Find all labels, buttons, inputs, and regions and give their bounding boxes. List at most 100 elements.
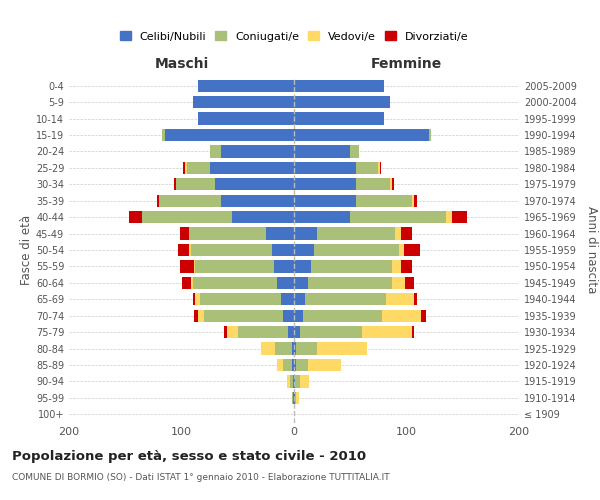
Bar xyxy=(429,129,431,141)
Bar xyxy=(209,146,221,158)
Bar xyxy=(398,244,404,256)
Bar xyxy=(361,326,412,338)
Bar xyxy=(199,112,294,124)
Bar xyxy=(283,359,292,371)
Bar xyxy=(294,376,295,388)
Bar xyxy=(194,310,199,322)
Bar xyxy=(190,244,191,256)
Bar xyxy=(294,178,356,190)
Bar xyxy=(289,326,294,338)
Bar xyxy=(406,276,415,289)
Bar xyxy=(187,162,209,174)
Bar xyxy=(415,293,416,306)
Bar xyxy=(275,342,292,354)
Bar xyxy=(356,178,389,190)
Bar xyxy=(412,194,415,207)
Text: COMUNE DI BORMIO (SO) - Dati ISTAT 1° gennaio 2010 - Elaborazione TUTTITALIA.IT: COMUNE DI BORMIO (SO) - Dati ISTAT 1° ge… xyxy=(12,472,389,482)
Y-axis label: Anni di nascita: Anni di nascita xyxy=(585,206,598,294)
Bar xyxy=(294,211,350,224)
Bar xyxy=(317,228,395,239)
Bar xyxy=(266,228,294,239)
Bar xyxy=(191,244,271,256)
Bar xyxy=(221,146,294,158)
Bar xyxy=(163,129,164,141)
Bar xyxy=(295,392,296,404)
Bar xyxy=(294,392,295,404)
Bar xyxy=(412,326,415,338)
Bar xyxy=(299,376,308,388)
Bar xyxy=(294,310,303,322)
Bar xyxy=(199,293,281,306)
Bar xyxy=(209,162,294,174)
Bar xyxy=(290,376,293,388)
Bar xyxy=(389,178,392,190)
Bar xyxy=(193,293,195,306)
Bar xyxy=(295,376,299,388)
Bar xyxy=(294,342,296,354)
Bar xyxy=(181,228,190,239)
Bar xyxy=(294,96,389,108)
Legend: Celibi/Nubili, Coniugati/e, Vedovi/e, Divorziati/e: Celibi/Nubili, Coniugati/e, Vedovi/e, Di… xyxy=(116,28,472,45)
Bar xyxy=(271,244,294,256)
Bar xyxy=(292,392,293,404)
Bar xyxy=(303,310,382,322)
Y-axis label: Fasce di età: Fasce di età xyxy=(20,215,33,285)
Bar xyxy=(294,194,356,207)
Bar xyxy=(262,342,275,354)
Bar xyxy=(452,211,467,224)
Bar xyxy=(446,211,452,224)
Bar xyxy=(415,194,416,207)
Bar xyxy=(292,342,294,354)
Bar xyxy=(193,96,294,108)
Bar xyxy=(294,146,350,158)
Bar xyxy=(181,260,194,272)
Bar xyxy=(294,359,296,371)
Bar xyxy=(283,310,294,322)
Bar xyxy=(296,359,308,371)
Bar xyxy=(311,260,392,272)
Bar xyxy=(386,293,415,306)
Bar xyxy=(404,244,420,256)
Bar xyxy=(356,162,379,174)
Bar xyxy=(178,244,190,256)
Bar xyxy=(299,326,361,338)
Bar xyxy=(164,129,294,141)
Bar xyxy=(392,276,406,289)
Text: Maschi: Maschi xyxy=(154,56,209,70)
Bar xyxy=(281,293,294,306)
Bar xyxy=(392,178,394,190)
Bar xyxy=(157,194,159,207)
Bar xyxy=(294,129,429,141)
Bar xyxy=(294,228,317,239)
Bar xyxy=(224,326,227,338)
Bar xyxy=(182,162,185,174)
Bar xyxy=(294,80,384,92)
Bar xyxy=(195,293,199,306)
Bar xyxy=(296,342,317,354)
Bar xyxy=(305,293,386,306)
Bar xyxy=(296,392,299,404)
Bar xyxy=(294,112,384,124)
Bar xyxy=(350,211,446,224)
Bar xyxy=(204,310,283,322)
Bar xyxy=(191,276,193,289)
Bar xyxy=(293,392,294,404)
Bar xyxy=(287,376,290,388)
Bar xyxy=(277,359,283,371)
Bar xyxy=(294,293,305,306)
Bar xyxy=(317,342,367,354)
Bar xyxy=(421,310,425,322)
Bar xyxy=(392,260,401,272)
Bar xyxy=(395,228,401,239)
Bar xyxy=(274,260,294,272)
Bar xyxy=(293,376,294,388)
Bar xyxy=(159,194,221,207)
Bar xyxy=(277,276,294,289)
Bar xyxy=(232,211,294,224)
Bar xyxy=(193,276,277,289)
Bar xyxy=(314,244,398,256)
Bar xyxy=(350,146,359,158)
Bar xyxy=(401,228,412,239)
Bar xyxy=(195,260,274,272)
Bar xyxy=(292,359,294,371)
